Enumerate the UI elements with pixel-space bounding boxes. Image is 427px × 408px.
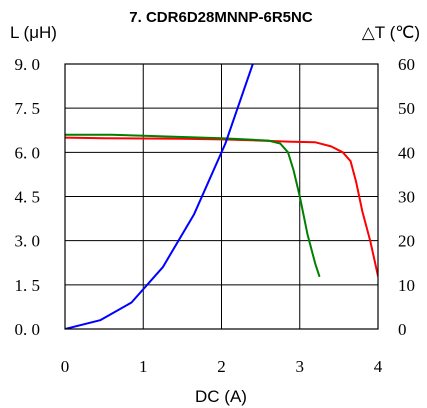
y-left-tick-label: 4. 5 [15, 188, 41, 207]
y-right-tick-label: 60 [398, 55, 415, 74]
series-line-3 [65, 64, 254, 329]
y-left-tick-label: 6. 0 [15, 143, 41, 162]
x-tick-label: 2 [217, 357, 226, 376]
y-right-tick-label: 40 [398, 143, 415, 162]
series-line-2 [65, 133, 321, 277]
x-axis-label: DC (A) [195, 387, 247, 406]
y-right-tick-label: 30 [398, 188, 415, 207]
series-line-1 [65, 136, 378, 277]
y-right-tick-label: 50 [398, 99, 415, 118]
y-left-tick-label: 1. 5 [15, 276, 41, 295]
x-tick-label: 3 [296, 357, 305, 376]
y-right-tick-label: 20 [398, 232, 415, 251]
x-tick-label: 4 [374, 357, 383, 376]
y-right-tick-label: 0 [398, 320, 407, 339]
y-left-tick-label: 3. 0 [15, 232, 41, 251]
y-left-tick-label: 9. 0 [15, 55, 41, 74]
x-tick-label: 0 [61, 357, 70, 376]
series-group [65, 64, 378, 329]
y-right-axis-label: △T (℃) [362, 23, 420, 42]
grid [65, 64, 378, 329]
y-left-tick-label: 0. 0 [15, 320, 41, 339]
y-left-axis-label: L (μH) [10, 23, 57, 42]
chart-title: 7. CDR6D28MNNP-6R5NC [129, 9, 313, 26]
x-tick-label: 1 [139, 357, 148, 376]
plot-frame [64, 63, 379, 330]
y-right-tick-label: 10 [398, 276, 415, 295]
tick-labels: 0 1 2 3 4 0. 0 1. 5 3. 0 4. 5 6. 0 7. 5 9. 0 0 10 20 30… [15, 55, 416, 376]
y-left-tick-label: 7. 5 [15, 99, 41, 118]
